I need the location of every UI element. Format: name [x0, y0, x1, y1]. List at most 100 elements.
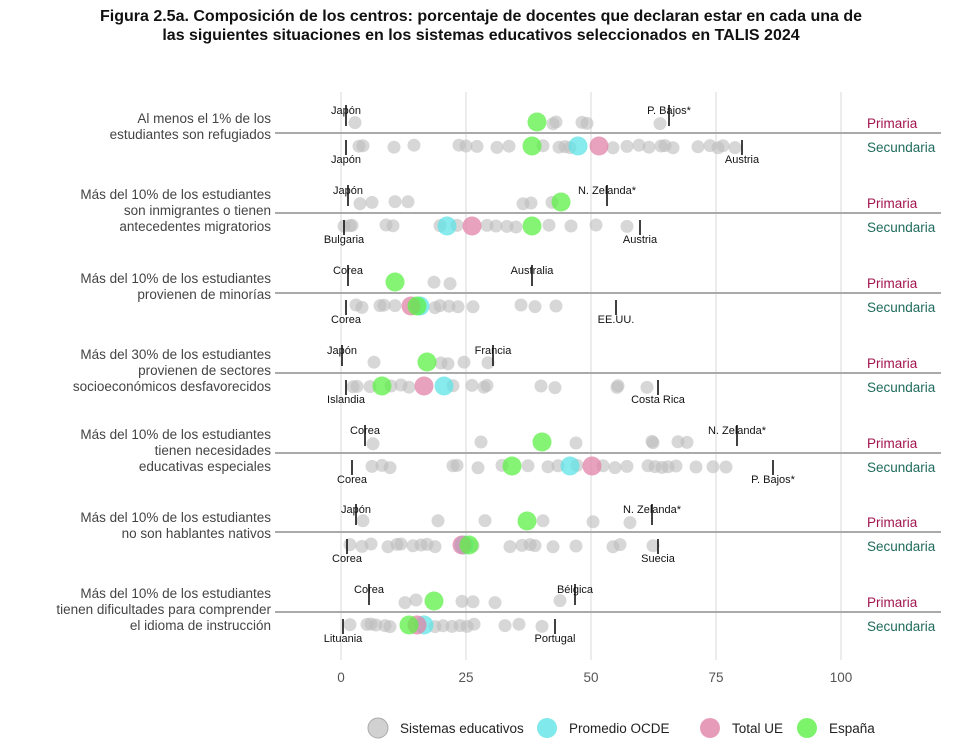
dot-sistema-educativo — [666, 141, 680, 155]
dot-sistema-educativo — [398, 596, 412, 610]
marker-min-country: Japón — [341, 504, 371, 516]
dot-sistema-educativo — [409, 593, 423, 607]
dot-sistema-educativo — [646, 539, 660, 553]
marker-min-country: Corea — [337, 474, 368, 486]
row-label-line: Más del 30% de los estudiantes — [80, 347, 271, 362]
row-label-line: Al menos el 1% de los — [137, 111, 271, 126]
dot-sistema-educativo — [503, 540, 517, 554]
marker-max-country: Austria — [623, 234, 658, 246]
dot-sistema-educativo — [474, 435, 488, 449]
dot-espana — [417, 352, 437, 372]
dot-sistema-educativo — [355, 300, 369, 314]
dot-sistema-educativo — [691, 140, 705, 154]
dot-sistema-educativo — [549, 299, 563, 313]
marker-max-country: Costa Rica — [631, 394, 686, 406]
marker-max-country: Austria — [725, 154, 760, 166]
row-label-line: socioeconómicos desfavorecidos — [73, 379, 271, 394]
row-label-line: Más del 10% de los estudiantes — [80, 586, 271, 601]
row-label-line: no son hablantes nativos — [122, 526, 272, 541]
dot-sistema-educativo — [365, 459, 379, 473]
dot-sistema-educativo — [541, 460, 555, 474]
dot-sistema-educativo — [535, 619, 549, 633]
dot-espana — [407, 296, 427, 316]
dot-sistema-educativo — [623, 516, 637, 530]
marker-min-country: Japón — [333, 185, 363, 197]
dot-sistema-educativo — [608, 461, 622, 475]
legend-label-ocde: Promedio OCDE — [569, 721, 670, 736]
level-label-secundaria: Secundaria — [867, 460, 936, 475]
legend-marker-sistemas — [367, 717, 389, 739]
dot-espana — [399, 615, 419, 635]
dot-sistema-educativo — [356, 514, 370, 528]
dot-sistema-educativo — [524, 196, 538, 210]
dot-espana — [385, 272, 405, 292]
row-label-line: el idioma de instrucción — [130, 618, 271, 633]
dot-sistema-educativo — [343, 618, 357, 632]
dot-sistema-educativo — [542, 218, 556, 232]
dot-sistema-educativo — [401, 195, 415, 209]
marker-max-country: Portugal — [535, 633, 576, 645]
dot-sistema-educativo — [613, 538, 627, 552]
row-label-line: educativas especiales — [139, 459, 271, 474]
dot-sistema-educativo — [620, 139, 634, 153]
row-label-line: Más del 10% de los estudiantes — [80, 271, 271, 286]
dot-sistema-educativo — [642, 140, 656, 154]
dot-sistema-educativo — [553, 594, 567, 608]
marker-max-country: N. Zelanda* — [623, 504, 682, 516]
dot-sistema-educativo — [489, 219, 503, 233]
dot-sistema-educativo — [457, 355, 471, 369]
dot-sistema-educativo — [366, 437, 380, 451]
dot-sistema-educativo — [388, 195, 402, 209]
row-label-line: provienen de sectores — [138, 363, 271, 378]
marker-min-country: Corea — [350, 425, 381, 437]
dot-sistema-educativo — [514, 298, 528, 312]
dot-sistema-educativo — [680, 435, 694, 449]
dot-sistema-educativo — [606, 141, 620, 155]
dot-sistema-educativo — [383, 620, 397, 634]
level-label-primaria: Primaria — [867, 356, 918, 371]
dot-sistema-educativo — [512, 617, 526, 631]
dot-sistema-educativo — [388, 299, 402, 313]
dot-sistema-educativo — [669, 459, 683, 473]
dot-sistema-educativo — [455, 594, 469, 608]
dot-sistema-educativo — [546, 117, 560, 131]
x-tick-label: 75 — [708, 670, 723, 685]
dot-sistema-educativo — [383, 461, 397, 475]
dot-sistema-educativo — [450, 458, 464, 472]
dot-sistema-educativo — [502, 139, 516, 153]
dot-sistema-educativo — [407, 138, 421, 152]
dot-ocde — [560, 456, 580, 476]
chart-title-line-2: las siguientes situaciones en los sistem… — [162, 27, 800, 44]
legend-label-ue: Total UE — [732, 721, 783, 736]
dot-sistema-educativo — [481, 356, 495, 370]
dot-sistema-educativo — [706, 460, 720, 474]
row-label-line: estudiantes son refugiados — [110, 127, 272, 142]
dot-sistema-educativo — [569, 436, 583, 450]
row-label-line: Más del 10% de los estudiantes — [80, 427, 271, 442]
row-label-line: provienen de minorías — [137, 287, 271, 302]
level-label-secundaria: Secundaria — [867, 300, 936, 315]
dot-sistema-educativo — [451, 300, 465, 314]
dot-espana — [522, 136, 542, 156]
row-label-line: son inmigrantes o tienen — [124, 203, 271, 218]
dot-sistema-educativo — [365, 195, 379, 209]
dot-espana — [532, 432, 552, 452]
dot-sistema-educativo — [580, 116, 594, 130]
dot-espana — [459, 535, 479, 555]
dot-sistema-educativo — [632, 138, 646, 152]
dot-ocde — [437, 216, 457, 236]
dot-sistema-educativo — [353, 197, 367, 211]
legend-marker-espana — [797, 718, 817, 738]
dot-espana — [522, 216, 542, 236]
dot-sistema-educativo — [465, 378, 479, 392]
dot-espana — [517, 511, 537, 531]
marker-max-country: Bélgica — [557, 584, 594, 596]
dot-sistema-educativo — [653, 117, 667, 131]
dot-sistema-educativo — [548, 381, 562, 395]
marker-min-country: Lituania — [324, 633, 363, 645]
dot-sistema-educativo — [377, 298, 391, 312]
dot-sistema-educativo — [348, 116, 362, 130]
dot-sistema-educativo — [611, 379, 625, 393]
x-tick-label: 100 — [830, 670, 853, 685]
